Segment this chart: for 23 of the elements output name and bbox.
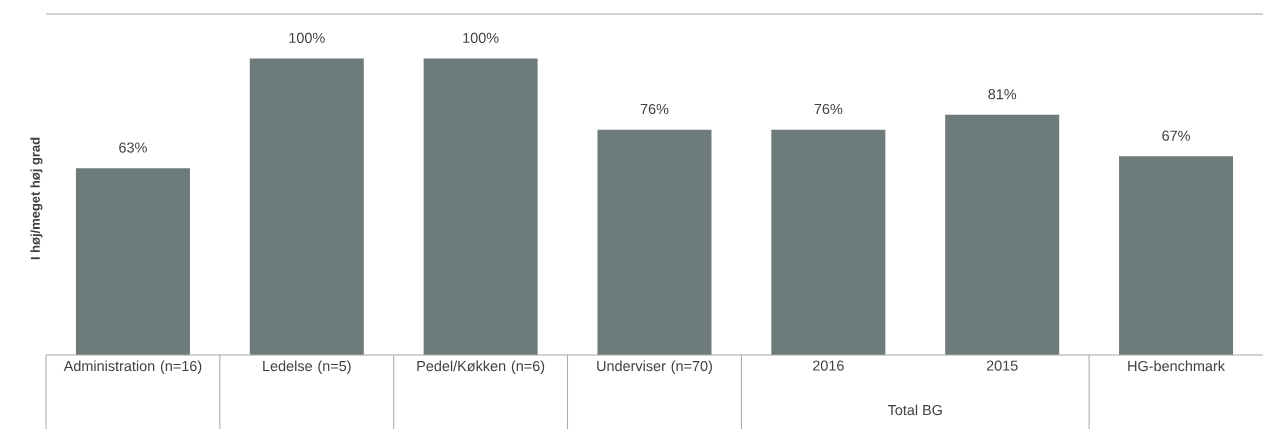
data-label: 63% <box>119 142 147 153</box>
bar <box>597 129 712 355</box>
text: Total BG <box>887 404 942 416</box>
x-tick-label: Administration (n=16) <box>63 360 202 374</box>
x-tick-label: 2016 <box>812 360 844 371</box>
x-tick-label: Ledelse (n=5) <box>263 360 351 374</box>
x-tick-label: HG-benchmark <box>1128 360 1226 372</box>
x-tick-label: 2015 <box>986 360 1018 371</box>
data-label: 81% <box>988 89 1017 100</box>
data-label: 76% <box>640 103 669 115</box>
data-label: 76% <box>814 103 843 115</box>
data-label: 100% <box>289 32 325 43</box>
y-axis-title: I høj/meget høj grad <box>30 137 43 260</box>
x-tick-label: Underviser (n=70) <box>597 360 712 374</box>
x-tick-label: Pedel/Køkken (n=6) <box>417 360 545 374</box>
data-label: 67% <box>1162 130 1190 141</box>
data-label: 100% <box>463 32 499 43</box>
bar <box>1119 156 1234 355</box>
bar <box>423 58 538 355</box>
bar <box>75 168 190 355</box>
bar <box>771 129 886 355</box>
bar <box>249 58 364 355</box>
bar <box>945 114 1060 355</box>
